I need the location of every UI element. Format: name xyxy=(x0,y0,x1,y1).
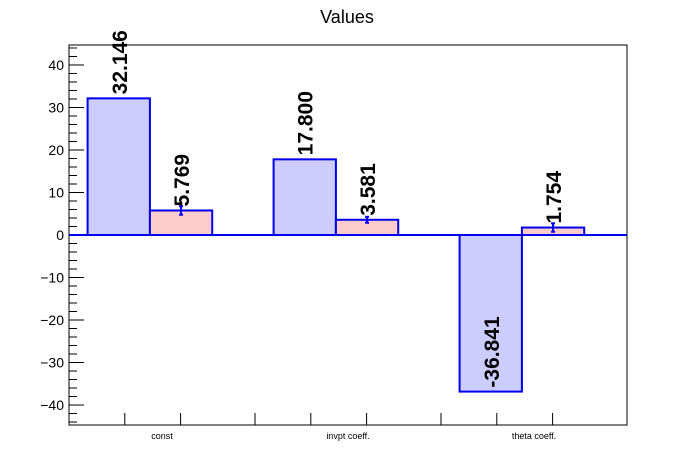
y-tick-label: −10 xyxy=(40,270,64,286)
chart-title: Values xyxy=(320,7,374,27)
y-tick-label: 10 xyxy=(48,184,64,200)
bar-value-label: 32.146 xyxy=(109,30,132,94)
x-category-label: theta coeff. xyxy=(512,431,556,441)
y-tick-label: −20 xyxy=(40,312,64,328)
y-tick-label: −30 xyxy=(40,355,64,371)
y-tick-label: 40 xyxy=(48,57,64,73)
bar-value-label: 5.769 xyxy=(171,154,194,207)
y-tick-label: 0 xyxy=(56,227,64,243)
bar-series xyxy=(69,97,627,393)
bar-value-label: 3.581 xyxy=(357,163,380,216)
bar-value-label: -36.841 xyxy=(481,316,504,388)
x-category-label: const xyxy=(151,431,173,441)
bar-value-label: 17.800 xyxy=(295,91,318,155)
bar-value-label: 1.754 xyxy=(543,171,566,224)
y-tick-label: 30 xyxy=(48,99,64,115)
y-tick-label: −40 xyxy=(40,397,64,413)
bar xyxy=(458,234,523,393)
data-labels: 32.146 17.800 -36.841 5.769 3.581 1.754 xyxy=(109,30,566,387)
y-tick-label: 20 xyxy=(48,142,64,158)
bar xyxy=(272,158,337,236)
bar xyxy=(86,97,151,236)
x-category-label: invpt coeff. xyxy=(326,431,369,441)
